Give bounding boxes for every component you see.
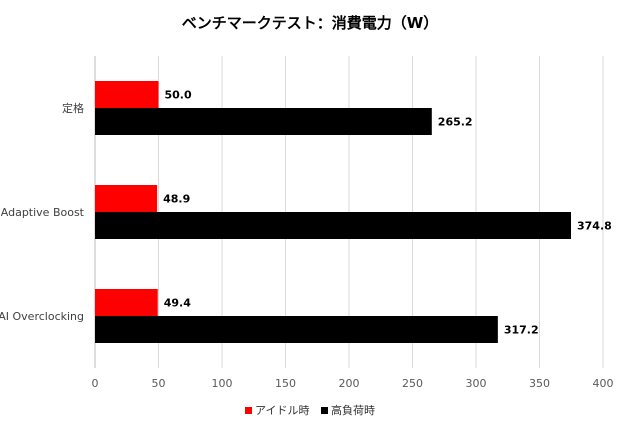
bar-idle-2 [95,289,158,316]
data-label-load-2: 317.2 [504,324,539,337]
bar-load-1 [95,212,571,239]
data-label-idle-0: 50.0 [165,89,192,102]
category-label-0: 定格 [62,101,84,115]
legend-item-load: 高負荷時 [320,402,375,418]
bar-idle-1 [95,185,158,212]
x-tick-label-300: 300 [466,377,487,390]
data-label-idle-1: 48.9 [163,193,190,206]
category-label-2: AI Overclocking [0,310,84,323]
legend-label-idle: アイドル時 [255,404,310,417]
x-tick-label-150: 150 [275,377,296,390]
category-label-1: Adaptive Boost [1,206,85,219]
legend: アイドル時 高負荷時 [0,402,620,418]
x-tick-label-400: 400 [593,377,614,390]
bar-load-0 [95,108,432,135]
data-label-load-0: 265.2 [438,116,473,129]
legend-item-idle: アイドル時 [245,402,309,418]
x-tick-label-350: 350 [529,377,550,390]
x-tick-label-200: 200 [339,377,360,390]
data-label-idle-2: 49.4 [164,297,191,310]
x-tick-label-100: 100 [212,377,233,390]
bar-idle-0 [95,81,159,108]
x-tick-label-50: 50 [152,377,166,390]
legend-swatch-load [320,406,328,414]
legend-swatch-idle [245,406,253,414]
data-label-load-1: 374.8 [577,220,612,233]
x-tick-label-0: 0 [92,377,99,390]
legend-label-load: 高負荷時 [330,404,375,417]
x-tick-label-250: 250 [402,377,423,390]
chart-title: ベンチマークテスト：消費電力（W） [181,14,439,32]
bar-load-2 [95,316,498,343]
